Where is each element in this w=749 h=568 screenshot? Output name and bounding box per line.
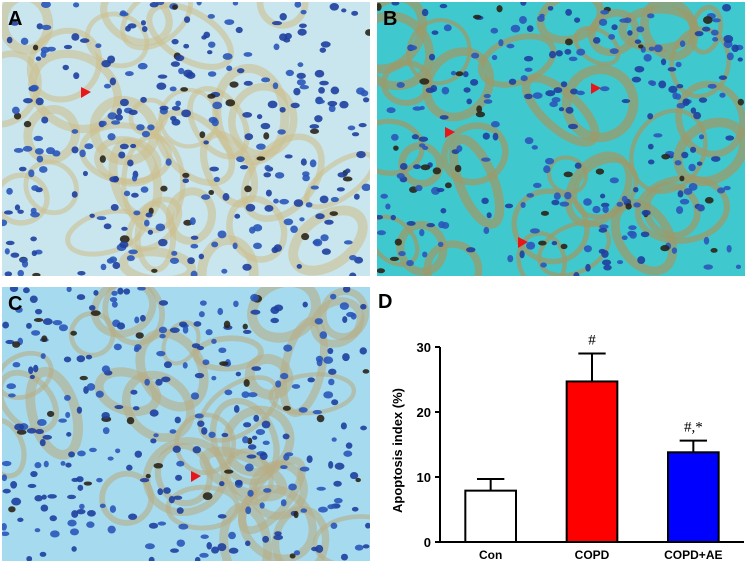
panel-label-c: C [8, 293, 23, 315]
y-tick-label: 10 [417, 470, 431, 485]
y-tick-label: 0 [424, 535, 431, 550]
micrograph-panel-b: B [377, 2, 745, 276]
micrograph-c-image [2, 287, 370, 561]
apoptosis-bar-chart: D 0 10 20 30 Apoptosis index (%) Con COPD # COPD… [376, 284, 749, 563]
x-tick-label: COPD+AE [664, 548, 722, 562]
y-axis-label: Apoptosis index (%) [390, 388, 405, 513]
x-tick-label: COPD [575, 548, 610, 562]
y-tick-label: 30 [417, 340, 431, 355]
micrograph-panel-a: A [2, 2, 370, 276]
bar-con [464, 489, 518, 543]
x-tick-label: Con [479, 548, 502, 562]
panel-label-a: A [8, 8, 23, 30]
micrograph-a-image [2, 2, 370, 276]
micrograph-b-image [377, 2, 745, 276]
micrograph-panel-c: C [2, 287, 370, 561]
significance-annotation: # [588, 333, 596, 349]
bar-copd [565, 380, 619, 543]
bar-copd-ae [667, 451, 720, 543]
panel-label-b: B [383, 8, 398, 30]
y-tick-label: 20 [417, 405, 431, 420]
significance-annotation: #,* [684, 420, 703, 436]
panel-label-d: D [378, 291, 393, 313]
chart-canvas: 0 10 20 30 Apoptosis index (%) Con COPD # COPD+A… [390, 333, 744, 562]
